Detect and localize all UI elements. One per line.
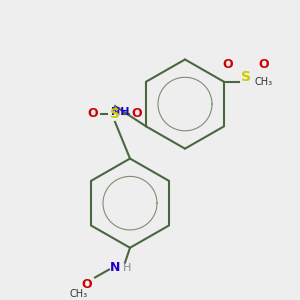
- Text: NH: NH: [111, 107, 130, 117]
- Text: N: N: [110, 261, 120, 274]
- Text: CH₃: CH₃: [255, 77, 273, 87]
- Text: S: S: [110, 107, 120, 121]
- Text: S: S: [241, 70, 251, 84]
- Text: O: O: [88, 107, 98, 121]
- Text: O: O: [82, 278, 92, 291]
- Text: CH₃: CH₃: [70, 289, 88, 299]
- Text: H: H: [123, 262, 131, 273]
- Text: O: O: [259, 58, 269, 71]
- Text: O: O: [223, 58, 233, 71]
- Text: O: O: [132, 107, 142, 121]
